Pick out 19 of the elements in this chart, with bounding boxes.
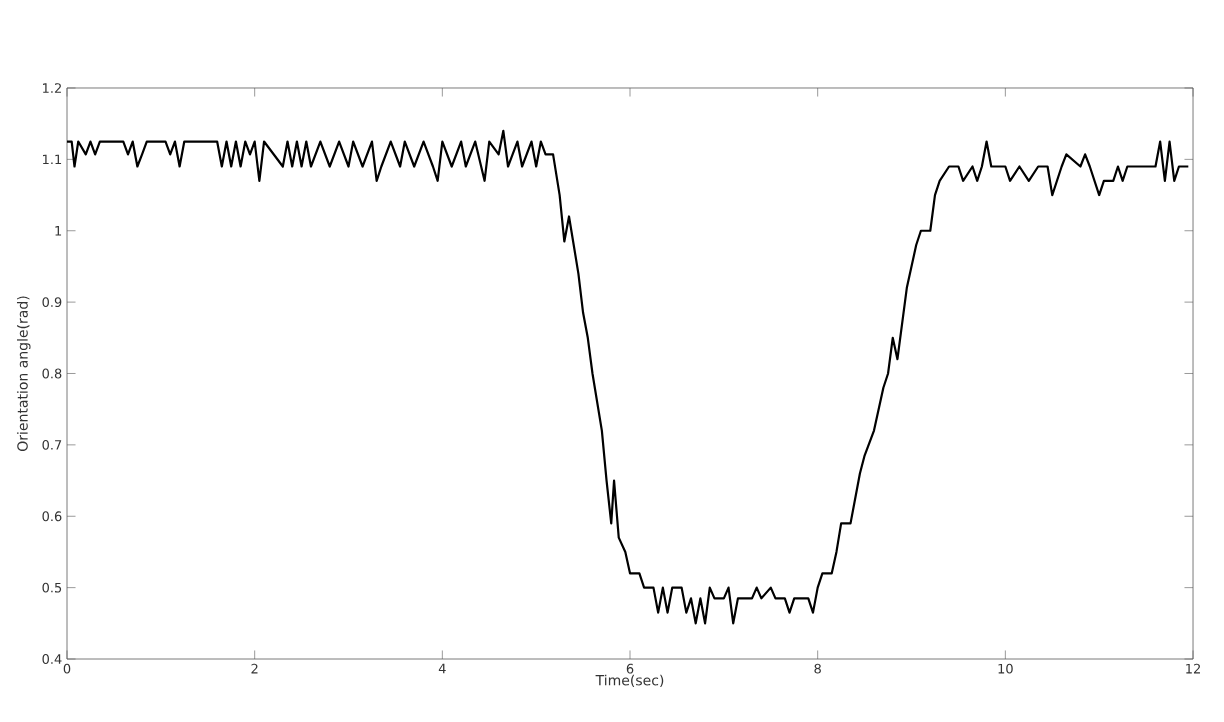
x-tick-label: 2 — [251, 663, 258, 674]
y-tick-label: 1.2 — [43, 83, 61, 93]
y-tick-label: 0.9 — [42, 297, 62, 308]
x-tick-label: 12 — [1186, 663, 1200, 674]
y-tick-label: 1 — [55, 226, 62, 236]
y-tick-label: 0.8 — [42, 368, 62, 379]
line-series — [67, 129, 1190, 625]
y-tick-label: 0.6 — [42, 511, 62, 522]
y-tick-label: 0.7 — [42, 439, 62, 450]
y-axis-title: Orientation angle(rad) — [16, 296, 31, 451]
y-tick-label: 1.1 — [43, 154, 62, 165]
x-tick-label: 6 — [626, 663, 634, 674]
x-axis-title: Time(sec) — [595, 674, 664, 688]
x-tick-label: 8 — [814, 663, 821, 674]
y-tick-label: 0.4 — [42, 654, 62, 664]
x-tick-label: 0 — [63, 663, 71, 674]
x-tick-label: 4 — [438, 663, 446, 674]
y-tick-label: 0.5 — [42, 582, 62, 593]
x-tick-label: 10 — [998, 663, 1013, 674]
